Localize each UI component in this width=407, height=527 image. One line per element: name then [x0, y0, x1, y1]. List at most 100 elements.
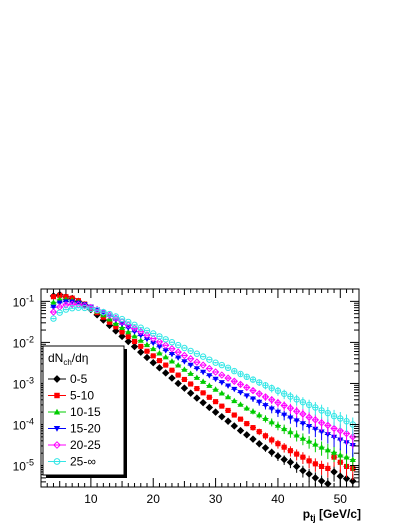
data-point	[150, 330, 157, 337]
x-tick-label: 40	[271, 492, 285, 506]
data-point	[68, 300, 76, 308]
data-point	[69, 299, 76, 305]
data-point	[299, 410, 307, 418]
data-point	[231, 412, 237, 418]
data-point	[306, 438, 313, 444]
data-point	[224, 374, 232, 382]
data-point	[218, 380, 225, 386]
data-point	[68, 305, 76, 312]
data-point	[224, 417, 232, 425]
data-point	[119, 324, 126, 330]
y-tick-label: 10-4	[13, 416, 34, 432]
data-point	[218, 412, 226, 421]
data-point	[230, 422, 239, 430]
data-point	[319, 463, 325, 470]
legend-label: 5-10	[70, 389, 94, 403]
data-point	[262, 382, 269, 389]
legend-label: 25-∞	[70, 455, 96, 469]
data-point	[168, 339, 176, 346]
data-point	[218, 390, 225, 396]
series-2	[50, 296, 356, 472]
data-point	[180, 384, 189, 392]
data-point	[200, 378, 207, 384]
data-point	[212, 376, 219, 383]
data-point	[131, 338, 138, 345]
data-point	[138, 343, 144, 349]
data-point	[343, 418, 350, 425]
data-point	[305, 413, 313, 421]
data-point	[311, 474, 320, 482]
data-point	[112, 314, 120, 322]
data-point	[186, 355, 195, 363]
legend-marker	[53, 458, 61, 465]
data-point	[274, 387, 282, 395]
data-point	[193, 366, 200, 372]
data-point	[125, 328, 132, 335]
data-point	[262, 403, 269, 409]
marks-layer	[49, 291, 357, 488]
data-point	[199, 353, 207, 360]
legend-marker	[54, 392, 60, 399]
data-point	[306, 458, 312, 464]
data-point	[218, 361, 226, 369]
data-point	[306, 423, 313, 430]
data-point	[267, 396, 276, 404]
data-point	[186, 389, 195, 397]
data-point	[280, 390, 288, 397]
data-point	[162, 348, 169, 354]
data-point	[256, 399, 263, 406]
data-point	[342, 474, 351, 483]
data-point	[180, 351, 189, 360]
data-point	[130, 324, 139, 333]
y-tick-label: 10-1	[13, 293, 34, 309]
legend-label: 20-25	[70, 438, 101, 452]
legend-entry: 0-5	[48, 372, 88, 386]
data-point	[312, 404, 319, 411]
data-point	[281, 412, 288, 419]
data-point	[243, 393, 250, 399]
data-point	[193, 350, 201, 357]
data-point	[280, 455, 288, 464]
legend-entry: 10-15	[48, 405, 101, 419]
data-point	[161, 341, 170, 350]
data-point	[50, 315, 57, 322]
data-point	[168, 352, 175, 358]
data-point	[193, 358, 201, 366]
data-point	[243, 431, 251, 439]
data-point	[181, 359, 188, 365]
data-point	[143, 331, 151, 339]
data-point	[267, 448, 276, 457]
data-point	[206, 394, 212, 400]
data-point	[75, 300, 82, 307]
data-point	[336, 427, 345, 435]
data-point	[312, 441, 319, 447]
data-point	[156, 333, 163, 340]
data-point	[256, 429, 262, 435]
data-point	[168, 374, 176, 382]
data-point	[292, 407, 301, 415]
data-point	[349, 456, 356, 462]
data-point	[118, 332, 126, 341]
data-point	[125, 318, 132, 326]
data-point	[318, 407, 325, 414]
data-point	[256, 379, 263, 386]
data-point	[325, 465, 331, 471]
data-point	[187, 362, 194, 369]
data-point	[50, 294, 57, 300]
data-point	[219, 403, 225, 409]
legend-entry: 15-20	[48, 422, 101, 436]
data-point	[225, 383, 232, 389]
data-point	[281, 444, 287, 450]
data-point	[268, 406, 275, 412]
data-point	[287, 415, 294, 421]
data-point	[144, 336, 150, 343]
data-point	[49, 308, 58, 316]
data-point	[312, 426, 319, 433]
data-point	[100, 308, 107, 316]
y-tick-label: 10-2	[13, 334, 34, 350]
data-point	[144, 341, 150, 348]
data-point	[331, 449, 338, 455]
data-point	[286, 404, 295, 412]
y-tick-label: 10-3	[13, 375, 34, 391]
legend-marker	[53, 441, 61, 449]
